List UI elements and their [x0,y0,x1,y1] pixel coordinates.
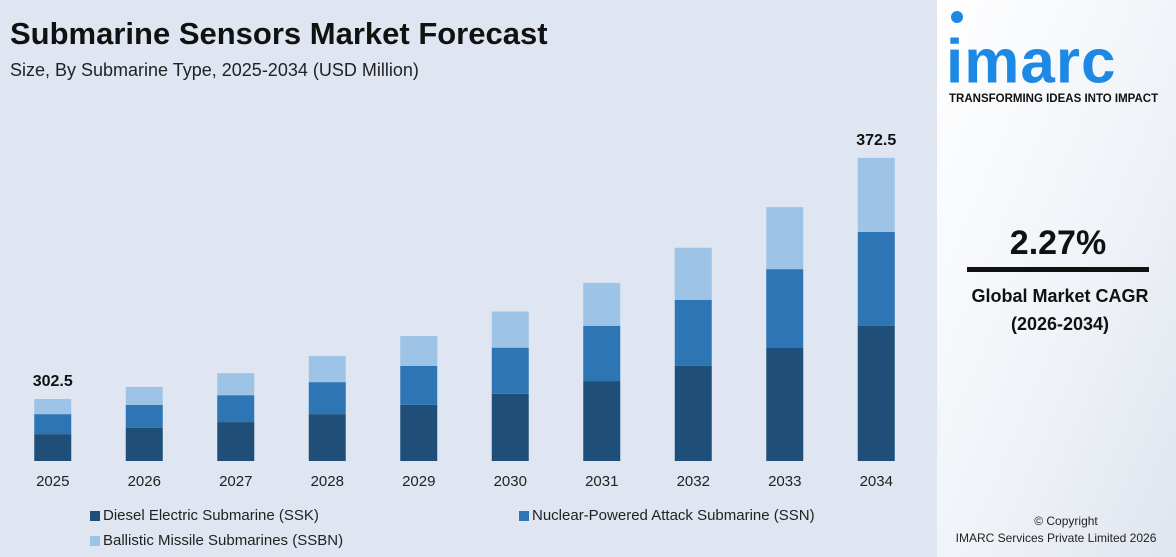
bar-segment [766,348,804,461]
copyright: © Copyright [1034,514,1098,528]
bar-segment [125,404,163,428]
bar-segment [400,365,438,405]
x-tick-label: 2033 [768,473,801,490]
logo: imarc [946,27,1116,96]
bar-segment [308,355,346,383]
bar-segment [674,299,712,366]
bar-segment [583,381,621,461]
bar-segment [674,247,712,300]
bar-segment [491,311,529,348]
x-tick-label: 2027 [219,473,252,490]
bar-segment [857,325,895,461]
bar-segment [217,422,255,461]
bar-segment [766,269,804,349]
bar-segment [583,325,621,382]
chart-title: Submarine Sensors Market Forecast [10,16,548,51]
legend-swatch [90,536,100,546]
x-tick-label: 2030 [494,473,527,490]
legend-swatch [519,511,529,521]
cagr-period: (2026-2034) [1011,314,1109,334]
bar-segment [34,398,72,415]
cagr-value: 2.27% [1010,224,1106,262]
bar-segment [125,427,163,461]
x-tick-label: 2026 [128,473,161,490]
legend-label: Nuclear-Powered Attack Submarine (SSN) [532,507,815,524]
legend-label: Diesel Electric Submarine (SSK) [103,507,319,524]
cagr-divider [967,267,1149,272]
bar-segment [217,395,255,423]
bar-segment [125,386,163,405]
x-tick-label: 2031 [585,473,618,490]
total-label: 302.5 [33,373,73,390]
logo-dot [951,11,963,23]
x-tick-label: 2034 [860,473,893,490]
bar-segment [857,157,895,232]
x-tick-label: 2025 [36,473,69,490]
bar-segment [583,282,621,326]
bar-segment [400,335,438,366]
bar-segment [766,207,804,270]
bar-segment [34,414,72,435]
bar-segment [34,434,72,461]
tagline: TRANSFORMING IDEAS INTO IMPACT [949,93,1158,105]
x-tick-label: 2029 [402,473,435,490]
x-tick-label: 2032 [677,473,710,490]
cagr-label: Global Market CAGR [971,286,1148,306]
bar-segment [308,414,346,461]
bar-segment [491,347,529,394]
side-panel [937,0,1176,557]
bar-segment [857,231,895,326]
total-label: 372.5 [856,132,896,149]
bar-segment [674,365,712,461]
x-tick-label: 2028 [311,473,344,490]
chart-subtitle: Size, By Submarine Type, 2025-2034 (USD … [10,60,419,80]
bar-segment [217,373,255,396]
company: IMARC Services Private Limited 2026 [956,531,1157,545]
legend-swatch [90,511,100,521]
bar-segment [308,382,346,415]
bar-segment [491,393,529,461]
bar-segment [400,404,438,461]
legend-label: Ballistic Missile Submarines (SSBN) [103,532,343,549]
